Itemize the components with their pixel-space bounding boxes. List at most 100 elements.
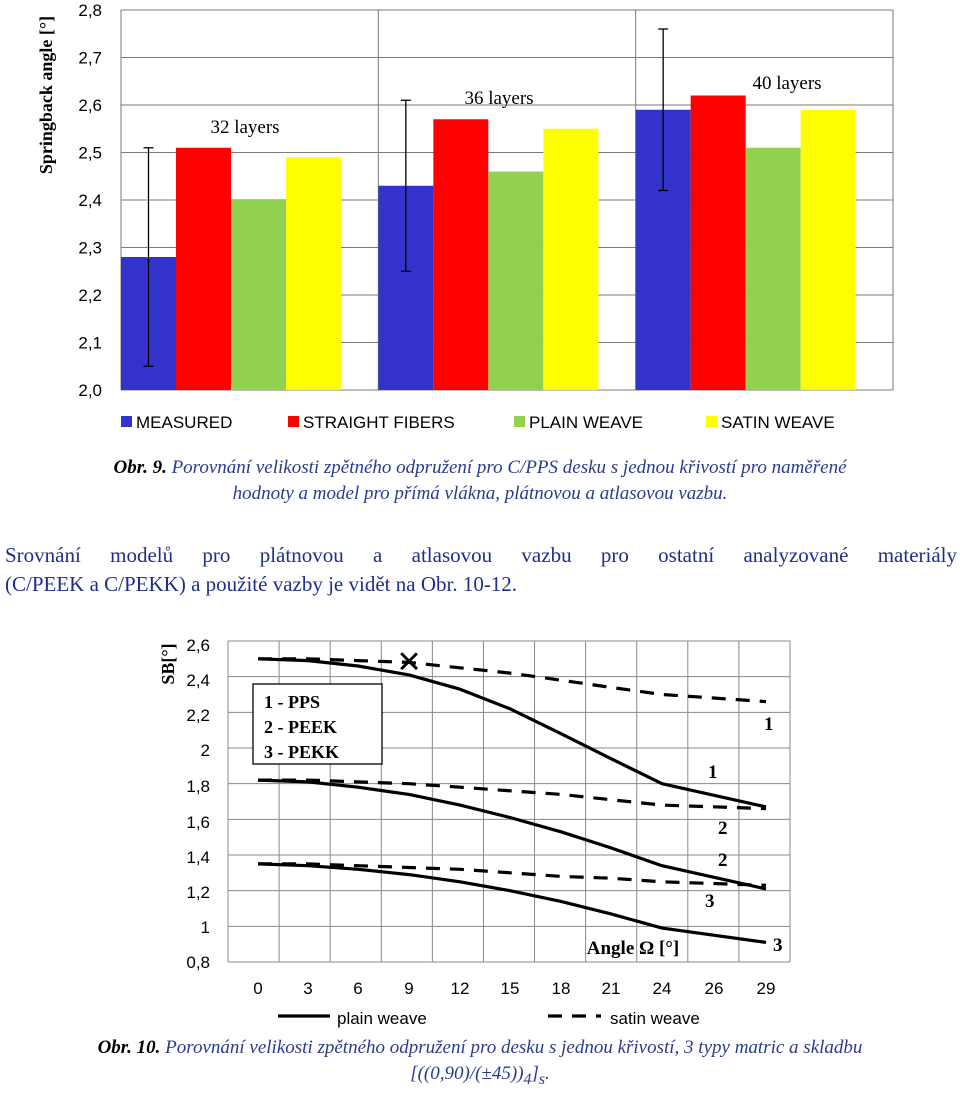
line-chart-y-label: SB[°] — [158, 643, 178, 684]
line-x-tick-label: 29 — [757, 979, 776, 998]
bar-satin-weave — [543, 128, 599, 390]
bar-straight-fibers — [433, 119, 489, 390]
figure-10-label: Obr. 10. — [97, 1037, 161, 1058]
line-chart-marker: × — [397, 640, 420, 684]
figure-10-caption-sub2: s — [538, 1070, 546, 1088]
line-chart-x-ticks: 0 3 6 9 12 15 18 21 24 26 29 — [253, 979, 775, 998]
legend-label-satin: satin weave — [610, 1009, 700, 1028]
bar-satin-weave — [800, 109, 856, 390]
bar-y-tick-label: 2,8 — [78, 1, 102, 20]
material-legend-box — [252, 683, 383, 765]
bar-y-tick-label: 2,5 — [78, 144, 102, 163]
material-legend-entry: 3 - PEKK — [264, 742, 339, 762]
x-marker: × — [397, 640, 420, 684]
line-y-tick-label: 1,8 — [186, 777, 210, 796]
series-pekk-satin — [258, 862, 767, 887]
material-legend-entry: 2 - PEEK — [264, 717, 337, 737]
bar-chart-category-labels: 32 layers 36 layers 40 layers — [210, 73, 821, 138]
legend-swatch — [706, 416, 717, 427]
bar-y-tick-label: 2,3 — [78, 239, 102, 258]
bar-chart-error-bars — [143, 28, 669, 367]
bar-plain-weave — [488, 171, 544, 390]
line-chart-y-ticks: 2,6 2,4 2,2 2 1,8 1,6 1,4 1,2 1 0,8 — [186, 636, 210, 972]
legend-label: MEASURED — [136, 413, 232, 432]
line-y-tick-label: 1,2 — [186, 883, 210, 902]
line-y-tick-label: 0,8 — [186, 953, 210, 972]
line-x-tick-label: 21 — [602, 979, 621, 998]
bar-y-tick-label: 2,6 — [78, 96, 102, 115]
figure-10-caption-sub1: 4 — [523, 1070, 532, 1088]
line-y-tick-label: 2,6 — [186, 636, 210, 655]
bar-straight-fibers — [690, 95, 746, 390]
figure-10-caption-line1: Porovnání velikosti zpětného odpružení p… — [165, 1037, 863, 1058]
line-chart-style-legend: plain weave satin weave — [278, 1009, 700, 1028]
legend-swatch — [514, 416, 525, 427]
figure-10-caption-line2-end: . — [545, 1063, 550, 1084]
legend-label: SATIN WEAVE — [721, 413, 835, 432]
figure-10-caption: Obr. 10. Porovnání velikosti zpětného od… — [0, 1035, 960, 1093]
line-y-tick-label: 1,4 — [186, 848, 210, 867]
legend-label-plain: plain weave — [337, 1009, 427, 1028]
line-y-tick-label: 1,6 — [186, 813, 210, 832]
line-chart-series — [257, 657, 767, 944]
series-pps-satin — [258, 657, 767, 704]
line-y-tick-label: 2,2 — [186, 706, 210, 725]
figure-9-label: Obr. 9. — [113, 457, 167, 478]
bar-chart-y-ticks: 2,0 2,1 2,2 2,3 2,4 2,5 2,6 2,7 2,8 — [78, 1, 102, 400]
category-label: 36 layers — [464, 88, 533, 109]
legend-label: STRAIGHT FIBERS — [303, 413, 455, 432]
line-chart-material-legend: 1 - PPS 2 - PEEK 3 - PEKK — [252, 683, 383, 765]
legend-label: PLAIN WEAVE — [529, 413, 643, 432]
body-paragraph: Srovnání modelů pro plátnovou a atlasovo… — [5, 541, 957, 599]
category-label: 40 layers — [752, 73, 821, 94]
series-peek-plain — [257, 778, 767, 891]
line-x-tick-label: 18 — [552, 979, 571, 998]
line-y-tick-label: 2 — [201, 741, 210, 760]
line-x-tick-label: 9 — [404, 979, 413, 998]
line-x-tick-label: 3 — [303, 979, 312, 998]
series-number-label: 1 — [764, 714, 774, 735]
line-chart-x-label: Angle Ω [°] — [587, 938, 679, 959]
bar-y-tick-label: 2,7 — [78, 49, 102, 68]
line-x-tick-label: 26 — [705, 979, 724, 998]
bar-y-tick-label: 2,0 — [78, 381, 102, 400]
figure-9-caption-line1: Porovnání velikosti zpětného odpružení p… — [171, 457, 847, 478]
bar-chart-legend: MEASURED STRAIGHT FIBERS PLAIN WEAVE SATIN … — [121, 413, 835, 432]
bar-y-tick-label: 2,4 — [78, 191, 102, 210]
legend-swatch — [288, 416, 299, 427]
series-number-label: 2 — [718, 850, 728, 871]
line-y-tick-label: 2,4 — [186, 671, 210, 690]
category-label: 32 layers — [210, 117, 279, 138]
line-x-tick-label: 24 — [653, 979, 672, 998]
bar-satin-weave — [286, 157, 341, 390]
figure-10-caption-line2-base: [((0,90)/(±45)) — [410, 1063, 524, 1084]
bar-chart-y-label: Springback angle [°] — [36, 16, 56, 174]
series-number-label: 2 — [718, 818, 728, 839]
legend-swatch — [121, 416, 132, 427]
series-number-label: 3 — [773, 935, 783, 956]
material-legend-entry: 1 - PPS — [264, 692, 320, 712]
series-number-label: 1 — [708, 762, 718, 783]
line-x-tick-label: 6 — [353, 979, 362, 998]
bar-straight-fibers — [176, 147, 231, 390]
series-pekk-plain — [257, 862, 767, 944]
line-x-tick-label: 0 — [253, 979, 262, 998]
figure-9-caption-line2: hodnoty a model pro přímá vlákna, plátno… — [232, 483, 728, 504]
paragraph-line2: (C/PEEK a C/PEKK) a použité vazby je vid… — [5, 572, 518, 596]
line-chart: 2,62,42,221,81,61,41,210,8 0 3 6 9 12 15 18 21 2… — [158, 636, 791, 1028]
bar-plain-weave — [745, 147, 801, 390]
bar-y-tick-label: 2,2 — [78, 286, 102, 305]
bar-y-tick-label: 2,1 — [78, 334, 102, 353]
line-x-tick-label: 12 — [451, 979, 470, 998]
series-pps-plain — [257, 657, 767, 809]
line-y-tick-label: 1 — [201, 918, 210, 937]
figure-10-caption-line2: [((0,90)/(±45))4]s. — [410, 1063, 550, 1088]
figure-9-caption: Obr. 9. Porovnání velikosti zpětného odp… — [40, 455, 920, 507]
line-x-tick-label: 15 — [501, 979, 520, 998]
series-peek-satin — [258, 778, 767, 811]
bar-chart: 2,0 2,1 2,2 2,3 2,4 2,5 2,6 2,7 2,8 Springback a… — [36, 1, 894, 432]
bar-chart-bars — [121, 95, 856, 390]
figure-10-caption-line2-mid: ] — [531, 1063, 539, 1084]
bar-plain-weave — [231, 200, 286, 390]
